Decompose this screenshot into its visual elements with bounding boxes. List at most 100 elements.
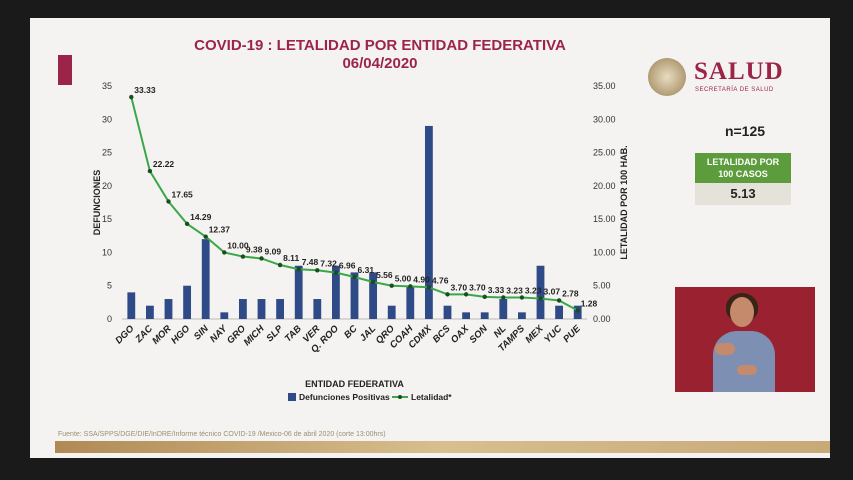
bar [350,272,359,319]
category-label: ZAC [133,323,155,345]
source-note: Fuente: SSA/SPPS/DGE/DIE/InDRE/Informe t… [58,431,386,438]
line-point [296,267,301,272]
bar [331,265,340,319]
bar [424,125,433,319]
salud-logo: SALUD SECRETARÍA DE SALUD [648,58,808,102]
line-point [184,221,190,227]
data-label: 8.11 [283,253,299,263]
right-tick-label: 35.00 [593,81,616,91]
legend-label: Defunciones Positivas [299,392,390,402]
interpreter-body [713,331,775,392]
line-point [389,283,394,288]
category-label: BC [342,323,360,341]
bar [313,299,322,319]
line-point [575,308,580,313]
data-label: 3.23 [525,285,542,295]
data-label: 5.56 [376,270,393,280]
data-label: 10.00 [227,240,249,250]
chart-title: COVID-19 : LETALIDAD POR ENTIDAD FEDERAT… [140,37,620,73]
data-label: 14.29 [190,212,212,222]
category-label: BCS [431,323,453,345]
category-label: MEX [523,323,546,346]
bar [276,299,285,319]
right-tick-label: 5.00 [593,281,611,291]
legend-label: Letalidad* [411,392,452,402]
bar [183,285,192,319]
data-label: 6.96 [339,261,356,271]
category-label: TAB [283,323,304,344]
data-label: 4.90 [413,274,430,284]
bar [443,305,452,319]
title-accent-bar [58,55,72,85]
left-tick-label: 15 [102,214,112,224]
data-label: 4.76 [432,275,449,285]
line-point [445,292,450,297]
line-point [426,285,432,290]
interpreter-hand [737,365,757,375]
line-point [147,168,153,174]
line-point [129,94,134,100]
letalidad-label-line1: LETALIDAD POR [706,157,780,167]
sign-language-interpreter-video [675,287,815,392]
left-tick-label: 0 [107,314,112,324]
left-axis-title: DEFUNCIONES [92,170,102,236]
line-point [408,284,413,289]
legend-bar-swatch [288,393,296,401]
line-point [556,298,562,303]
category-label: SLP [264,323,285,344]
interpreter-head [730,297,754,327]
line-point [240,254,246,259]
bar [238,299,247,319]
bar [480,312,489,319]
category-label: DGO [113,323,137,347]
right-tick-label: 10.00 [593,247,616,257]
line-point [166,199,171,204]
bar [127,292,136,319]
data-label: 3.70 [451,282,468,292]
category-label: YUC [542,323,564,345]
data-label: 7.48 [302,257,319,267]
bar [294,265,303,319]
left-tick-label: 10 [102,247,112,257]
bar [536,265,545,319]
left-tick-label: 20 [102,181,112,191]
category-label: SON [467,323,490,346]
right-tick-label: 15.00 [593,214,616,224]
line-point [203,234,208,239]
bar [387,305,396,319]
chart-title-date: 06/04/2020 [342,55,418,72]
right-tick-label: 20.00 [593,181,616,191]
mexico-seal-icon [648,58,686,96]
line-point [259,256,264,261]
right-axis-title: LETALIDAD POR 100 HAB. [619,145,629,259]
line-point [501,295,506,300]
data-label: 1.28 [581,298,598,308]
left-tick-label: 30 [102,114,112,124]
category-label: SIN [192,323,212,343]
x-axis-title: ENTIDAD FEDERATIVA [305,379,404,389]
line-point [352,274,357,280]
left-tick-label: 25 [102,148,112,158]
letalidad-label-line2: 100 CASOS [718,169,768,179]
data-label: 5.00 [395,274,412,284]
line-point [463,292,469,297]
letalidad-value: 5.13 [695,183,791,205]
line-point [482,294,487,300]
bar [406,285,415,319]
data-label: 9.09 [265,246,282,256]
data-label: 2.78 [562,288,579,298]
bar [369,272,378,319]
bar [220,312,229,319]
data-label: 17.65 [172,190,194,200]
bar [499,299,508,319]
decorative-stripe [55,441,830,453]
category-label: HGO [169,323,193,347]
bar [201,239,210,319]
bar [462,312,471,319]
line-point [222,250,227,255]
right-tick-label: 0.00 [593,314,611,324]
data-label: 12.37 [209,225,231,235]
data-label: 22.22 [153,159,175,169]
data-label: 33.33 [134,85,156,95]
